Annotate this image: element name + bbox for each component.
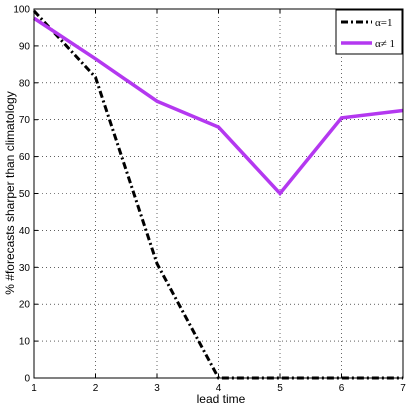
x-tick-label: 6 bbox=[339, 383, 345, 394]
y-tick-label: 20 bbox=[19, 300, 31, 311]
x-tick-label: 3 bbox=[154, 383, 160, 394]
grid bbox=[34, 9, 403, 378]
x-axis-label: lead time bbox=[197, 392, 246, 406]
series-line-alpha-not-1 bbox=[33, 16, 404, 197]
x-tick-label: 1 bbox=[31, 383, 37, 394]
y-tick-label: 70 bbox=[19, 115, 31, 126]
y-tick-label: 30 bbox=[19, 263, 31, 274]
y-tick-label: 80 bbox=[19, 78, 31, 89]
legend-box bbox=[335, 9, 403, 55]
x-tick-label: 2 bbox=[93, 383, 99, 394]
y-tick-label: 50 bbox=[19, 189, 31, 200]
legend: α=1 α≠ 1 bbox=[335, 9, 403, 55]
y-axis-label: % #forecasts sharper than climatology bbox=[3, 91, 17, 294]
x-tick-label: 4 bbox=[216, 383, 222, 394]
y-tick-label: 40 bbox=[19, 226, 31, 237]
y-tick-label: 10 bbox=[19, 337, 31, 348]
legend-label-alpha-not-1: α≠ 1 bbox=[375, 38, 395, 50]
y-tick-label: 60 bbox=[19, 152, 31, 163]
y-tick-label: 0 bbox=[24, 374, 30, 385]
legend-label-alpha-1: α=1 bbox=[375, 17, 392, 29]
y-tick-label: 90 bbox=[19, 41, 31, 52]
x-tick-label: 5 bbox=[277, 383, 283, 394]
y-tick-label: 100 bbox=[13, 5, 30, 16]
x-tick-label: 7 bbox=[400, 383, 406, 394]
axis-ticks bbox=[33, 8, 404, 379]
